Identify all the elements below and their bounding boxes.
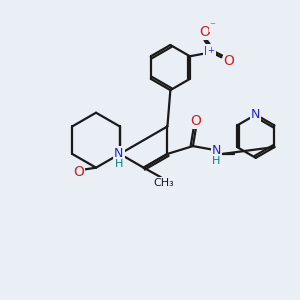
Text: CH₃: CH₃ (154, 178, 175, 188)
Text: O: O (199, 25, 210, 39)
Text: H: H (115, 159, 123, 169)
Text: ⁻: ⁻ (209, 21, 215, 31)
Text: N: N (204, 45, 215, 58)
Text: +: + (207, 46, 214, 55)
Text: O: O (224, 54, 235, 68)
Text: N: N (114, 147, 124, 161)
Text: N: N (212, 145, 221, 158)
Text: N: N (251, 108, 260, 121)
Text: O: O (73, 165, 84, 178)
Text: O: O (190, 114, 201, 128)
Text: H: H (212, 156, 221, 166)
